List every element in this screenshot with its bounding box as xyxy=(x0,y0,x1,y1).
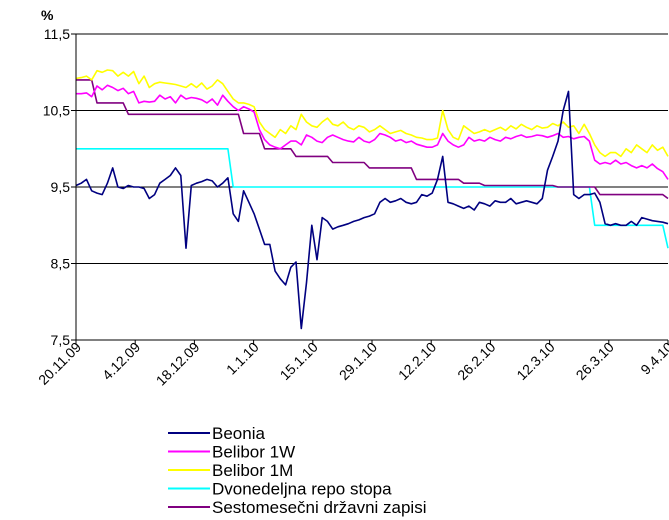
y-tick-label: 9,5 xyxy=(51,179,71,195)
legend-label: Dvonedeljna repo stopa xyxy=(212,480,392,499)
y-tick-label: 8,5 xyxy=(51,256,71,272)
x-tick-label: 29.1.10 xyxy=(336,339,380,383)
y-axis-ticks: 7,58,59,510,511,5 xyxy=(43,26,76,348)
x-tick-label: 1.1.10 xyxy=(223,339,262,378)
x-axis-ticks: 20.11.09 4.12.09 18.12.09 1.1.10 15.1.10 29.1… xyxy=(35,339,669,389)
x-tick-label: 15.1.10 xyxy=(277,339,321,383)
x-tick-label: 9.4.10 xyxy=(637,339,669,378)
legend-label: Sestomesečni državni zapisi xyxy=(212,498,426,517)
x-tick-label: 26.2.10 xyxy=(454,339,498,383)
y-axis-unit: % xyxy=(41,7,54,23)
x-tick-label: 26.3.10 xyxy=(573,339,617,383)
legend-label: Beonia xyxy=(212,424,265,443)
x-tick-label: 18.12.09 xyxy=(153,339,203,389)
y-tick-label: 10,5 xyxy=(43,103,70,119)
legend-label: Belibor 1M xyxy=(212,461,293,480)
x-tick-label: 12.2.10 xyxy=(395,339,439,383)
x-tick-label: 12.3.10 xyxy=(513,339,557,383)
y-tick-label: 11,5 xyxy=(44,26,70,42)
legend-label: Belibor 1W xyxy=(212,443,295,462)
x-tick-label: 4.12.09 xyxy=(99,339,143,383)
